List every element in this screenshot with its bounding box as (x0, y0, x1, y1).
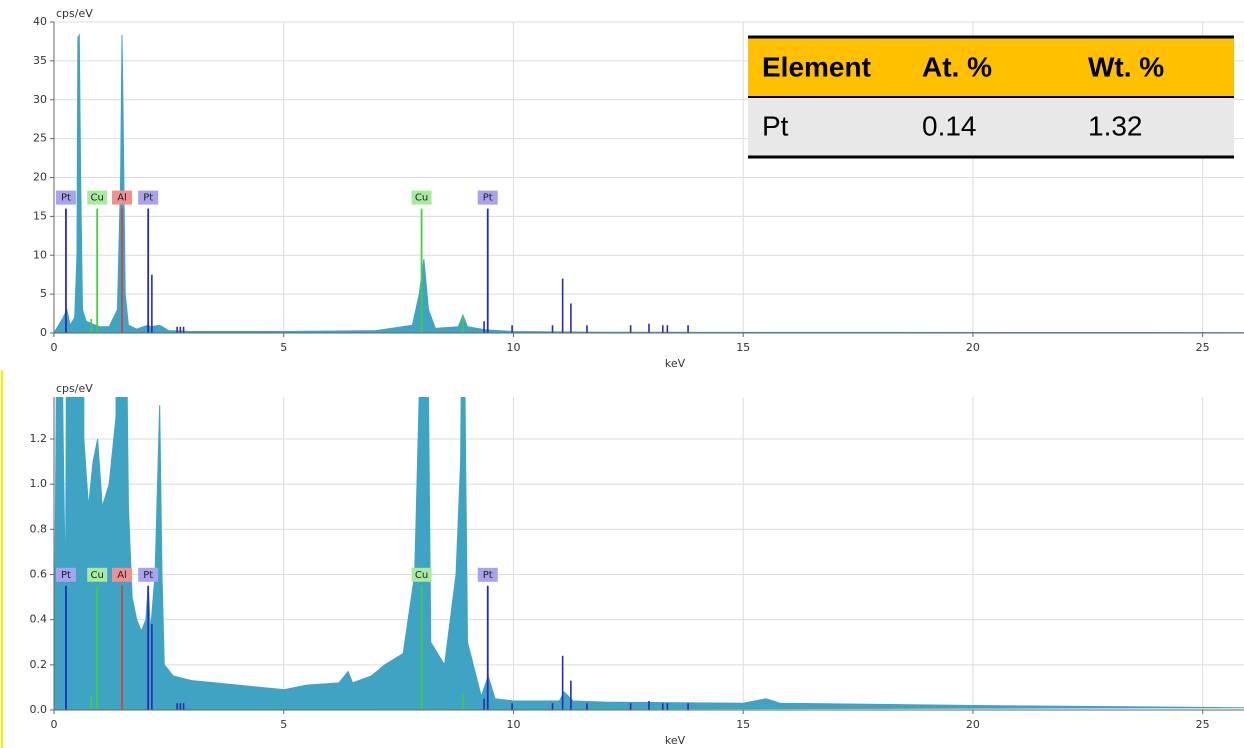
plot-area (54, 397, 1244, 710)
x-axis-label: keV (665, 734, 686, 747)
x-tick-label: 10 (506, 718, 520, 731)
y-tick-label: 0.6 (30, 568, 48, 581)
y-tick-label: 0.8 (30, 522, 48, 535)
y-tick-label: 0.0 (30, 703, 48, 716)
element-label-text: Cu (415, 193, 428, 204)
y-tick-label: 1.0 (30, 477, 48, 490)
x-tick-label: 5 (280, 718, 287, 731)
element-label-box (87, 190, 108, 205)
element-label: Pt (477, 567, 498, 582)
table-header-cell: Wt. % (1088, 51, 1164, 82)
element-label-box (138, 567, 159, 582)
element-label-box (55, 567, 76, 582)
element-label-box (55, 190, 76, 205)
x-tick-label: 15 (736, 341, 750, 354)
table-row-bg (748, 97, 1234, 157)
element-label-box (411, 190, 432, 205)
y-tick-label: 1.2 (30, 432, 48, 445)
spectrum-area (54, 33, 1244, 333)
y-axis-label: cps/eV (56, 382, 93, 395)
element-label-text: Al (117, 570, 127, 581)
x-tick-label: 20 (966, 718, 980, 731)
element-label-text: Cu (91, 570, 104, 581)
x-tick-label: 25 (1196, 341, 1210, 354)
table-header-cell: Element (762, 51, 871, 82)
element-label-text: Cu (415, 570, 428, 581)
element-label-text: Pt (143, 193, 153, 204)
element-label-text: Pt (483, 570, 493, 581)
element-label-box (411, 567, 432, 582)
spectrum-area (54, 397, 1244, 710)
plot-content (54, 397, 1244, 710)
x-tick-label: 25 (1196, 718, 1210, 731)
element-label-box (87, 567, 108, 582)
element-label: Al (112, 190, 132, 205)
charts: 0 5 10 15 20 25 30 35 40 0 5 10 15 20 25 cps/eV keV Pt Cu A… (30, 7, 1244, 747)
element-label-text: Cu (91, 193, 104, 204)
element-label: Al (112, 567, 132, 582)
y-tick-label: 35 (33, 54, 47, 67)
element-label: Pt (138, 567, 159, 582)
y-tick-label: 25 (33, 132, 47, 145)
y-tick-label: 10 (33, 248, 47, 261)
x-tick-label: 10 (506, 341, 520, 354)
x-tick-label: 20 (966, 341, 980, 354)
element-label-box (477, 190, 498, 205)
x-axis-label: keV (665, 357, 686, 370)
element-label-box (112, 567, 132, 582)
element-label: Pt (477, 190, 498, 205)
element-label-text: Pt (483, 193, 493, 204)
element-label-text: Pt (143, 570, 153, 581)
table-cell: Pt (762, 110, 789, 141)
y-tick-label: 0.2 (30, 658, 48, 671)
plot-content (54, 33, 1244, 333)
x-tick-label: 0 (51, 341, 58, 354)
element-label: Pt (138, 190, 159, 205)
y-tick-label: 15 (33, 209, 47, 222)
element-label-box (112, 190, 132, 205)
table-header-bg (748, 37, 1234, 97)
composition-table: Element At. % Wt. % Pt 0.14 1.32 (748, 35, 1234, 159)
y-axis-label: cps/eV (56, 7, 93, 20)
element-label-text: Pt (61, 570, 71, 581)
y-tick-label: 20 (33, 171, 47, 184)
y-tick-label: 0 (40, 326, 47, 339)
element-label: Cu (411, 190, 432, 205)
element-label: Cu (87, 190, 108, 205)
x-tick-label: 5 (280, 341, 287, 354)
y-tick-label: 30 (33, 93, 47, 106)
element-label-box (477, 567, 498, 582)
element-label: Pt (55, 190, 76, 205)
x-tick-label: 15 (736, 718, 750, 731)
y-tick-label: 0.4 (30, 613, 48, 626)
x-tick-label: 0 (51, 718, 58, 731)
element-label: Pt (55, 567, 76, 582)
element-label-text: Al (117, 193, 127, 204)
table-header-cell: At. % (922, 51, 992, 82)
element-label: Cu (87, 567, 108, 582)
y-tick-label: 5 (40, 287, 47, 300)
element-label: Cu (411, 567, 432, 582)
spectrum-chart: 0.0 0.2 0.4 0.6 0.8 1.0 1.2 0 5 10 15 20 25 cps/eV keV… (30, 382, 1244, 747)
element-label-box (138, 190, 159, 205)
element-label-text: Pt (61, 193, 71, 204)
y-tick-label: 40 (33, 15, 47, 28)
table-cell: 1.32 (1088, 110, 1143, 141)
table-cell: 0.14 (922, 110, 977, 141)
